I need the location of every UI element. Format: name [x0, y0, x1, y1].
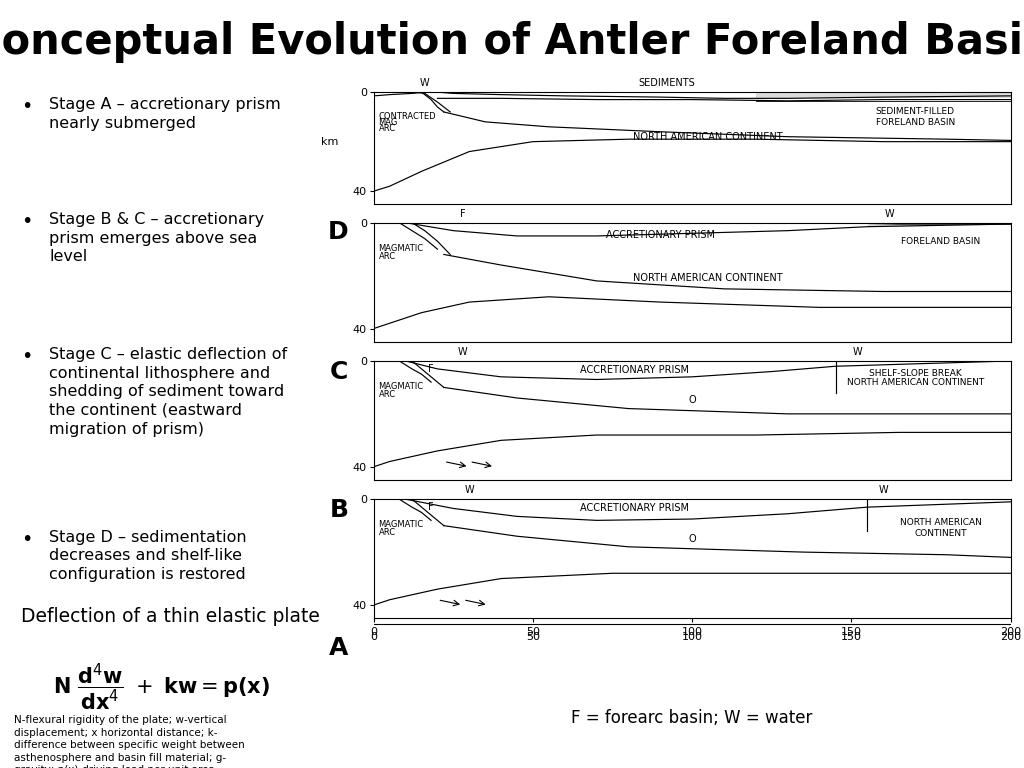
Text: NORTH AMERICAN CONTINENT: NORTH AMERICAN CONTINENT: [847, 378, 984, 387]
Text: W: W: [853, 347, 862, 357]
Text: NORTH AMERICAN
CONTINENT: NORTH AMERICAN CONTINENT: [900, 518, 982, 538]
Text: MAGMATIC: MAGMATIC: [379, 244, 424, 253]
Text: SHELF-SLOPE BREAK: SHELF-SLOPE BREAK: [868, 369, 962, 378]
Text: Stage C – elastic deflection of
continental lithosphere and
shedding of sediment: Stage C – elastic deflection of continen…: [49, 347, 287, 436]
Text: •: •: [20, 212, 32, 231]
Text: Stage D – sedimentation
decreases and shelf-like
configuration is restored: Stage D – sedimentation decreases and sh…: [49, 530, 247, 582]
Text: Stage A – accretionary prism
nearly submerged: Stage A – accretionary prism nearly subm…: [49, 97, 281, 131]
Text: Deflection of a thin elastic plate: Deflection of a thin elastic plate: [20, 607, 319, 627]
Text: FORELAND BASIN: FORELAND BASIN: [901, 237, 980, 247]
Text: 200: 200: [1000, 633, 1021, 643]
Text: ARC: ARC: [379, 528, 395, 538]
Text: F: F: [428, 364, 434, 374]
Text: km: km: [322, 137, 339, 147]
Text: W: W: [879, 485, 888, 495]
Text: 150: 150: [841, 633, 862, 643]
Text: 0: 0: [371, 633, 377, 643]
Text: A: A: [329, 636, 348, 660]
Text: D: D: [328, 220, 348, 244]
Text: ARC: ARC: [379, 252, 395, 261]
Text: 100: 100: [682, 633, 702, 643]
Text: MAGMATIC: MAGMATIC: [379, 382, 424, 391]
Text: W: W: [420, 78, 429, 88]
Text: ACCRETIONARY PRISM: ACCRETIONARY PRISM: [581, 365, 689, 375]
Text: W: W: [885, 209, 895, 219]
Text: MAG: MAG: [379, 118, 398, 127]
Text: SEDIMENTS: SEDIMENTS: [638, 78, 695, 88]
Text: SEDIMENT-FILLED
FORELAND BASIN: SEDIMENT-FILLED FORELAND BASIN: [876, 107, 954, 127]
Text: CONTRACTED: CONTRACTED: [379, 112, 436, 121]
Text: NORTH AMERICAN CONTINENT: NORTH AMERICAN CONTINENT: [633, 273, 783, 283]
Text: O: O: [688, 534, 696, 544]
Text: 50: 50: [526, 633, 540, 643]
Text: •: •: [20, 347, 32, 366]
Text: NORTH AMERICAN CONTINENT: NORTH AMERICAN CONTINENT: [633, 131, 783, 142]
Text: N-flexural rigidity of the plate; w-vertical
displacement; x horizontal distance: N-flexural rigidity of the plate; w-vert…: [13, 716, 245, 768]
Text: B: B: [330, 498, 348, 522]
Text: Stage B & C – accretionary
prism emerges above sea
level: Stage B & C – accretionary prism emerges…: [49, 212, 264, 264]
Text: ACCRETIONARY PRISM: ACCRETIONARY PRISM: [606, 230, 715, 240]
Text: •: •: [20, 97, 32, 116]
Text: ARC: ARC: [379, 390, 395, 399]
Text: Conceptual Evolution of Antler Foreland Basin: Conceptual Evolution of Antler Foreland …: [0, 22, 1024, 63]
Text: ACCRETIONARY PRISM: ACCRETIONARY PRISM: [581, 503, 689, 513]
Text: MAGMATIC: MAGMATIC: [379, 521, 424, 529]
Text: W: W: [458, 347, 468, 357]
Text: $\mathbf{N}\ \dfrac{\mathbf{d}^4\mathbf{w}}{\mathbf{dx}^4}\ +\ \mathbf{kw} = \ma: $\mathbf{N}\ \dfrac{\mathbf{d}^4\mathbf{…: [52, 661, 269, 713]
Text: O: O: [688, 396, 696, 406]
Text: W: W: [465, 485, 474, 495]
Text: ARC: ARC: [379, 124, 395, 134]
Text: F: F: [460, 209, 466, 219]
Text: F: F: [428, 502, 434, 512]
Text: •: •: [20, 530, 32, 548]
Text: F = forearc basin; W = water: F = forearc basin; W = water: [570, 709, 812, 727]
Text: C: C: [330, 359, 348, 384]
